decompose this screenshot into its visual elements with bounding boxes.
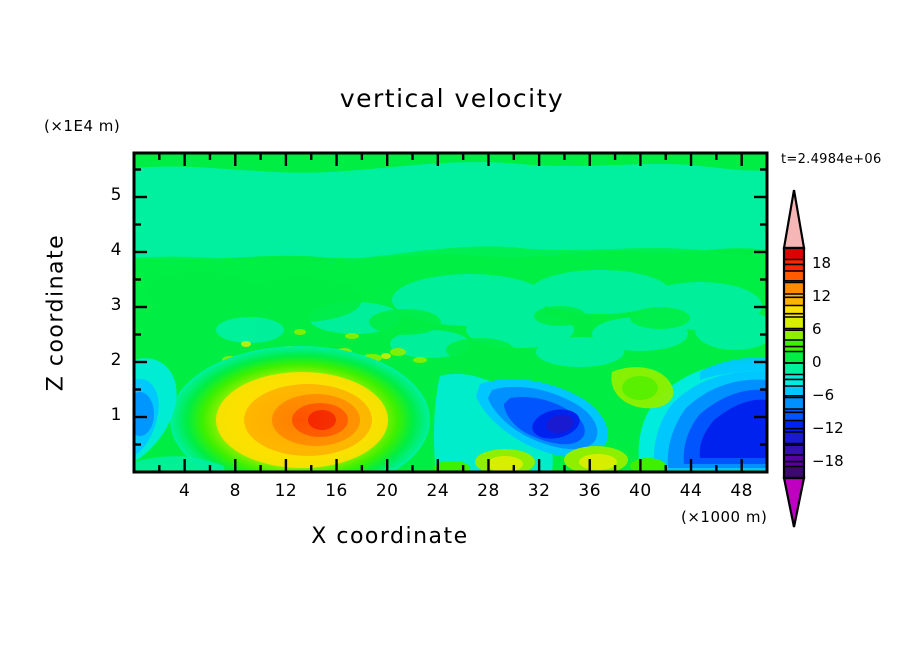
x-axis-unit-label: (×1000 m) — [681, 508, 768, 526]
colorbar — [782, 189, 806, 528]
x-tick-label: 28 — [477, 481, 500, 501]
colorbar-over-arrow — [782, 189, 806, 250]
x-tick-label: 16 — [325, 481, 348, 501]
x-tick-label: 8 — [229, 481, 241, 501]
x-tick-label: 40 — [629, 481, 652, 501]
timestamp-annotation: t=2.4984e+06 — [781, 152, 882, 167]
low-level-bumps — [434, 446, 666, 472]
y-tick-label: 1 — [110, 405, 122, 425]
colorbar-tick-label: 6 — [812, 320, 822, 339]
x-axis-title: X coordinate — [311, 524, 469, 549]
x-tick-label: 20 — [375, 481, 399, 501]
x-tick-label: 32 — [527, 481, 551, 501]
downdraft-streak — [476, 379, 608, 458]
colorbar-tick-label: 12 — [812, 287, 832, 306]
x-tick-label: 4 — [178, 481, 191, 501]
axis-ticks — [134, 153, 767, 472]
y-tick-label: 4 — [110, 240, 122, 260]
y-tick-label: 5 — [110, 185, 122, 205]
y-tick-label: 2 — [110, 350, 122, 370]
colorbar-band-separators — [784, 258, 804, 468]
colorbar-tick-label: −6 — [812, 385, 835, 404]
plot-frame — [132, 151, 769, 474]
colorbar-tick-label: −18 — [812, 451, 844, 470]
x-tick-label: 48 — [730, 481, 753, 501]
x-tick-label: 44 — [679, 481, 703, 501]
y-tick-label: 3 — [110, 295, 122, 315]
colorbar-tick-label: 18 — [812, 254, 832, 273]
chart-title: vertical velocity — [339, 84, 565, 113]
colorbar-tick-label: −12 — [812, 418, 844, 437]
x-tick-label: 36 — [578, 481, 602, 501]
contour-field — [134, 153, 767, 472]
x-tick-label: 12 — [274, 481, 298, 501]
x-tick-label: 24 — [426, 481, 450, 501]
y-axis-unit-label: (×1E4 m) — [44, 117, 121, 135]
colorbar-under-arrow — [782, 476, 806, 528]
colorbar-tick-label: 0 — [812, 353, 822, 371]
